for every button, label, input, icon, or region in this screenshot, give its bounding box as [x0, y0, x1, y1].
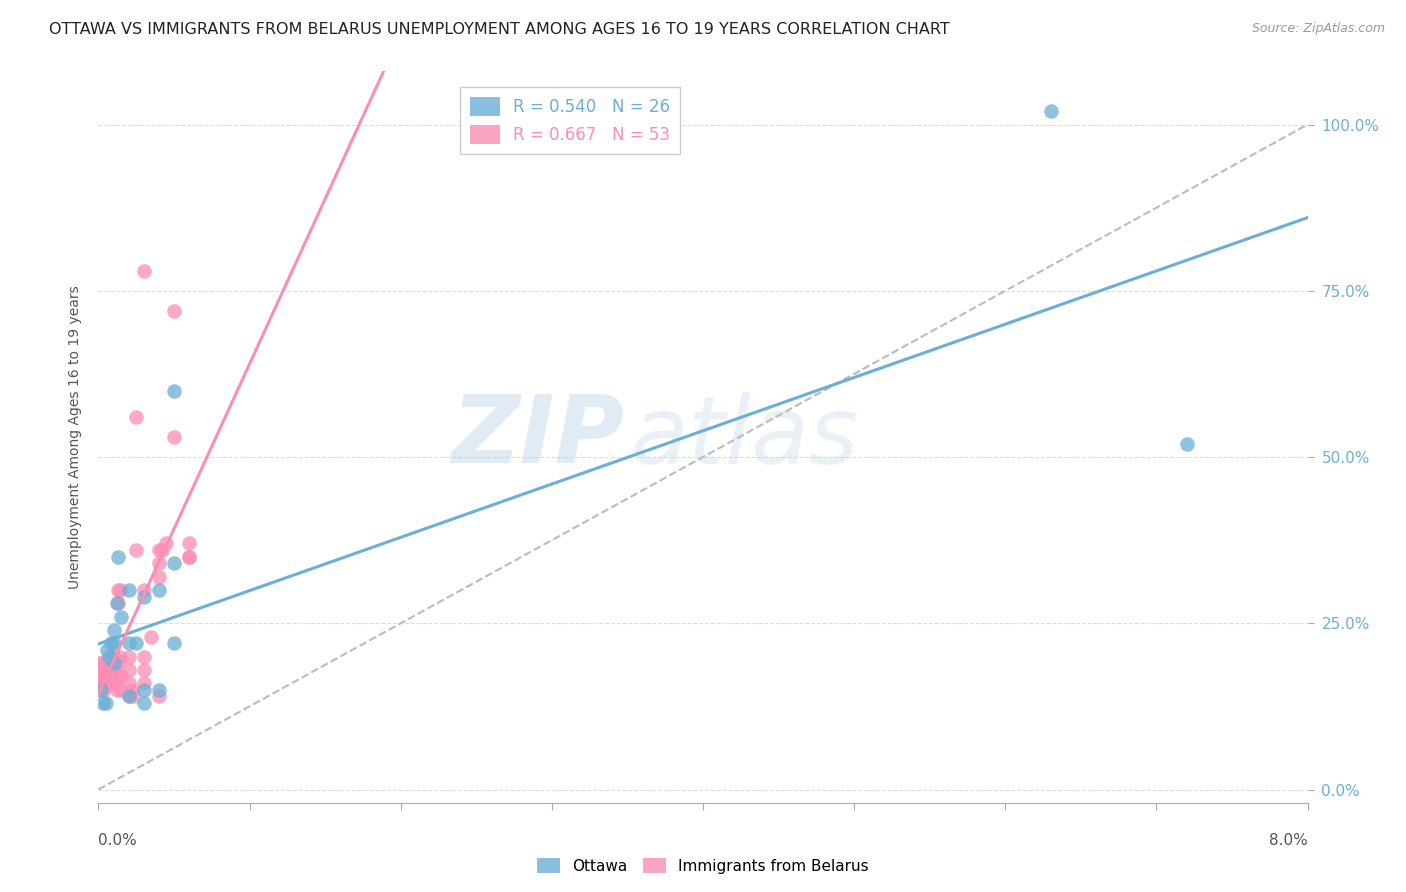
- Point: [93, 669, 115, 683]
- Y-axis label: Unemployment Among Ages 16 to 19 years: Unemployment Among Ages 16 to 19 years: [67, 285, 82, 589]
- Point: [90, 682, 112, 697]
- Point: [118, 636, 141, 650]
- Point: [1039, 104, 1062, 119]
- Point: [93, 682, 115, 697]
- Point: [91, 696, 114, 710]
- Point: [94, 669, 117, 683]
- Point: [103, 649, 125, 664]
- Point: [100, 636, 122, 650]
- Point: [110, 609, 132, 624]
- Point: [90, 656, 112, 670]
- Point: [132, 264, 155, 278]
- Point: [141, 630, 163, 644]
- Point: [125, 410, 148, 425]
- Point: [110, 669, 132, 683]
- Point: [179, 549, 201, 564]
- Point: [121, 682, 143, 697]
- Legend: Ottawa, Immigrants from Belarus: Ottawa, Immigrants from Belarus: [531, 852, 875, 880]
- Point: [148, 690, 170, 704]
- Point: [150, 543, 173, 558]
- Point: [108, 582, 131, 597]
- Point: [125, 636, 148, 650]
- Point: [132, 582, 155, 597]
- Point: [148, 582, 170, 597]
- Point: [91, 663, 114, 677]
- Point: [100, 669, 122, 683]
- Text: OTTAWA VS IMMIGRANTS FROM BELARUS UNEMPLOYMENT AMONG AGES 16 TO 19 YEARS CORRELA: OTTAWA VS IMMIGRANTS FROM BELARUS UNEMPL…: [49, 22, 950, 37]
- Point: [105, 596, 128, 610]
- Point: [105, 669, 128, 683]
- Point: [1175, 436, 1198, 450]
- Point: [107, 549, 129, 564]
- Point: [118, 582, 141, 597]
- Point: [94, 656, 117, 670]
- Point: [89, 656, 111, 670]
- Point: [118, 690, 141, 704]
- Point: [108, 649, 131, 664]
- Point: [98, 676, 121, 690]
- Point: [107, 582, 129, 597]
- Point: [125, 543, 148, 558]
- Text: 0.0%: 0.0%: [98, 833, 138, 848]
- Point: [103, 636, 125, 650]
- Point: [107, 596, 129, 610]
- Point: [107, 656, 129, 670]
- Point: [155, 536, 177, 550]
- Point: [132, 696, 155, 710]
- Point: [110, 682, 132, 697]
- Point: [179, 549, 201, 564]
- Point: [132, 676, 155, 690]
- Point: [98, 649, 121, 664]
- Point: [90, 669, 112, 683]
- Point: [90, 682, 112, 697]
- Point: [103, 676, 125, 690]
- Text: 8.0%: 8.0%: [1268, 833, 1308, 848]
- Point: [105, 682, 128, 697]
- Point: [163, 430, 186, 444]
- Point: [179, 536, 201, 550]
- Point: [148, 543, 170, 558]
- Point: [104, 656, 127, 670]
- Point: [96, 643, 118, 657]
- Point: [132, 649, 155, 664]
- Point: [122, 690, 145, 704]
- Text: Source: ZipAtlas.com: Source: ZipAtlas.com: [1251, 22, 1385, 36]
- Point: [132, 663, 155, 677]
- Point: [148, 570, 170, 584]
- Legend: R = 0.540   N = 26, R = 0.667   N = 53: R = 0.540 N = 26, R = 0.667 N = 53: [460, 87, 681, 153]
- Point: [118, 676, 141, 690]
- Point: [96, 676, 118, 690]
- Point: [163, 636, 186, 650]
- Point: [103, 663, 125, 677]
- Point: [148, 557, 170, 571]
- Point: [94, 696, 117, 710]
- Point: [163, 303, 186, 318]
- Point: [103, 656, 125, 670]
- Point: [118, 663, 141, 677]
- Point: [101, 676, 124, 690]
- Text: ZIP: ZIP: [451, 391, 624, 483]
- Point: [89, 669, 111, 683]
- Point: [118, 649, 141, 664]
- Point: [103, 623, 125, 637]
- Point: [148, 682, 170, 697]
- Point: [132, 682, 155, 697]
- Point: [132, 590, 155, 604]
- Point: [91, 676, 114, 690]
- Point: [163, 384, 186, 398]
- Point: [118, 690, 141, 704]
- Point: [163, 557, 186, 571]
- Text: atlas: atlas: [630, 392, 859, 483]
